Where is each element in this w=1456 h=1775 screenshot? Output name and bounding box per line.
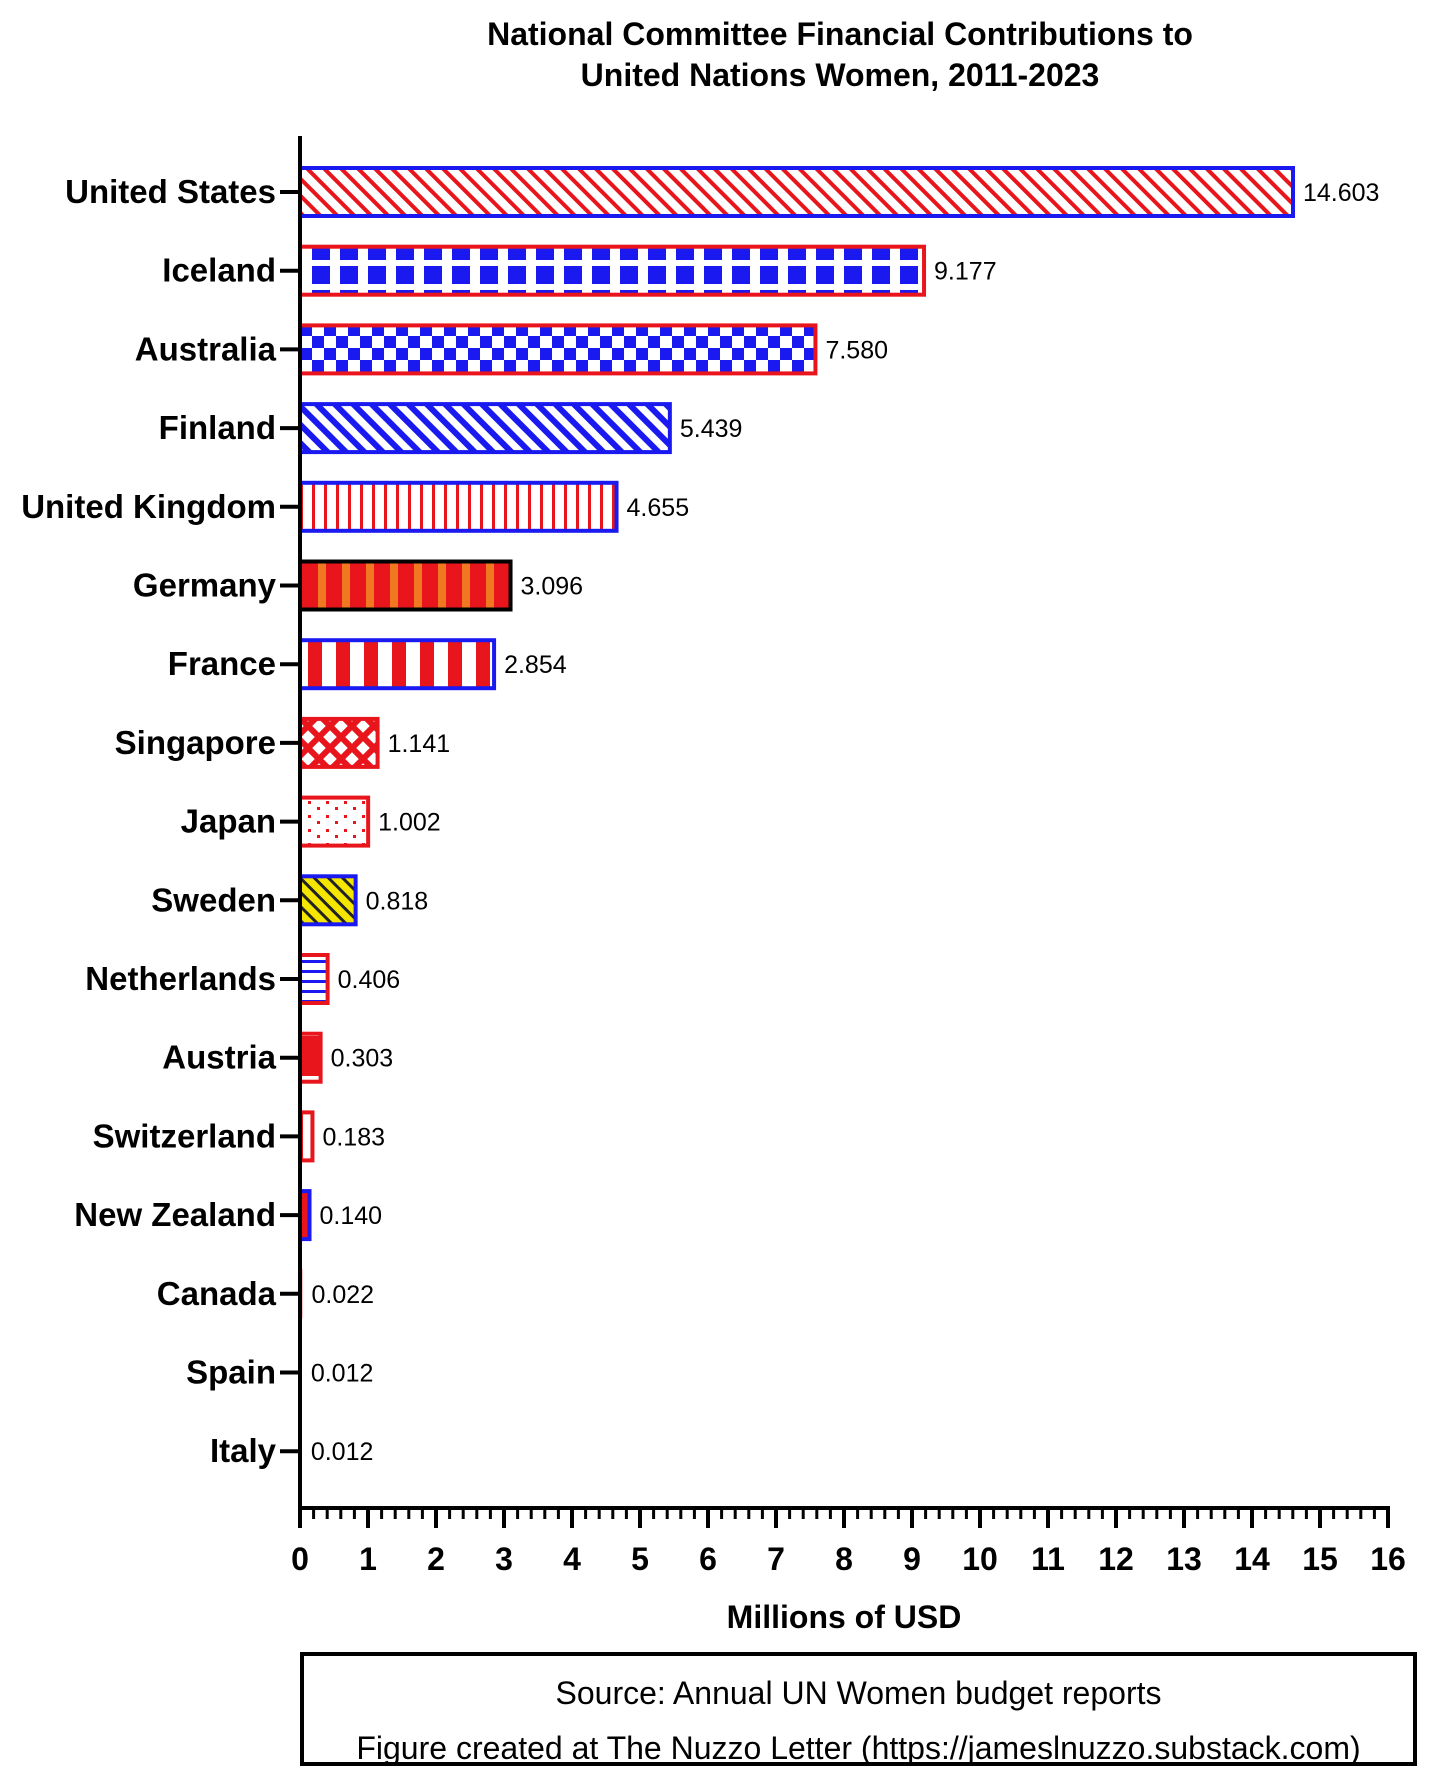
- x-tick-label: 10: [962, 1541, 998, 1577]
- bar-japan: [298, 795, 371, 848]
- category-label: Iceland: [162, 252, 276, 289]
- bar-finland: [298, 402, 672, 455]
- category-label: Sweden: [151, 881, 276, 918]
- category-label: Japan: [181, 803, 276, 840]
- x-tick-label: 13: [1166, 1541, 1202, 1577]
- category-label: Finland: [159, 409, 276, 446]
- x-tick-label: 15: [1302, 1541, 1338, 1577]
- category-label: Canada: [157, 1275, 277, 1312]
- bar-united-kingdom: [298, 480, 619, 533]
- value-label: 0.303: [331, 1045, 394, 1073]
- value-label: 7.580: [825, 336, 888, 364]
- value-label: 3.096: [521, 573, 584, 601]
- bar-united-states: [298, 166, 1296, 218]
- source-box: Source: Annual UN Women budget reports F…: [300, 1652, 1417, 1766]
- x-tick-label: 2: [427, 1541, 445, 1577]
- x-tick-label: 4: [563, 1541, 581, 1577]
- category-label: Italy: [210, 1432, 277, 1469]
- x-tick-label: 9: [903, 1541, 921, 1577]
- category-label: Switzerland: [93, 1117, 276, 1154]
- source-text: Source: Annual UN Women budget reports: [555, 1675, 1162, 1711]
- x-tick-label: 12: [1098, 1541, 1134, 1577]
- category-label: United States: [65, 173, 276, 210]
- value-label: 0.022: [311, 1281, 374, 1309]
- category-label: Netherlands: [85, 960, 276, 997]
- value-label: 0.012: [311, 1360, 374, 1388]
- bar-sweden: [298, 874, 358, 927]
- x-tick-label: 0: [291, 1541, 309, 1577]
- category-label: Austria: [162, 1039, 276, 1076]
- bar-germany: [298, 559, 513, 612]
- value-label: 1.002: [378, 809, 441, 837]
- value-label: 2.854: [504, 651, 567, 679]
- value-label: 14.603: [1303, 179, 1379, 207]
- value-label: 1.141: [388, 730, 451, 758]
- x-axis-title: Millions of USD: [727, 1599, 962, 1635]
- x-tick-label: 7: [767, 1541, 785, 1577]
- category-label: United Kingdom: [21, 488, 276, 525]
- category-label: Spain: [186, 1354, 276, 1391]
- value-label: 0.012: [311, 1438, 374, 1466]
- value-label: 4.655: [627, 494, 690, 522]
- category-label: France: [168, 645, 276, 682]
- x-tick-label: 3: [495, 1541, 513, 1577]
- value-label: 0.183: [322, 1123, 385, 1151]
- value-label: 0.406: [338, 966, 401, 994]
- bar-netherlands: [298, 953, 330, 1005]
- chart-title-line2: United Nations Women, 2011-2023: [580, 57, 1100, 93]
- category-label: Germany: [133, 567, 277, 604]
- x-tick-label: 14: [1234, 1541, 1270, 1577]
- bar-chart: United States 14.603 Iceland 9.177 Australia…: [21, 136, 1406, 1635]
- bar-singapore: [298, 716, 380, 769]
- x-tick-label: 5: [631, 1541, 649, 1577]
- credit-text: Figure created at The Nuzzo Letter (http…: [356, 1730, 1361, 1766]
- x-tick-label: 11: [1031, 1541, 1065, 1577]
- x-tick-label: 8: [835, 1541, 853, 1577]
- chart-title-line1: National Committee Financial Contributio…: [487, 16, 1193, 52]
- value-label: 0.818: [366, 887, 429, 915]
- value-label: 5.439: [680, 415, 743, 443]
- bar-austria: [298, 1031, 323, 1084]
- bar-france: [298, 638, 497, 691]
- x-tick-label: 16: [1370, 1541, 1406, 1577]
- category-label: Australia: [135, 330, 277, 367]
- x-tick-label: 6: [699, 1541, 717, 1577]
- category-label: Singapore: [115, 724, 276, 761]
- value-label: 9.177: [934, 258, 997, 286]
- bar-iceland: [298, 244, 927, 297]
- bar-australia: [298, 323, 818, 376]
- x-tick-label: 1: [359, 1541, 377, 1577]
- category-label: New Zealand: [74, 1196, 276, 1233]
- value-label: 0.140: [320, 1202, 383, 1230]
